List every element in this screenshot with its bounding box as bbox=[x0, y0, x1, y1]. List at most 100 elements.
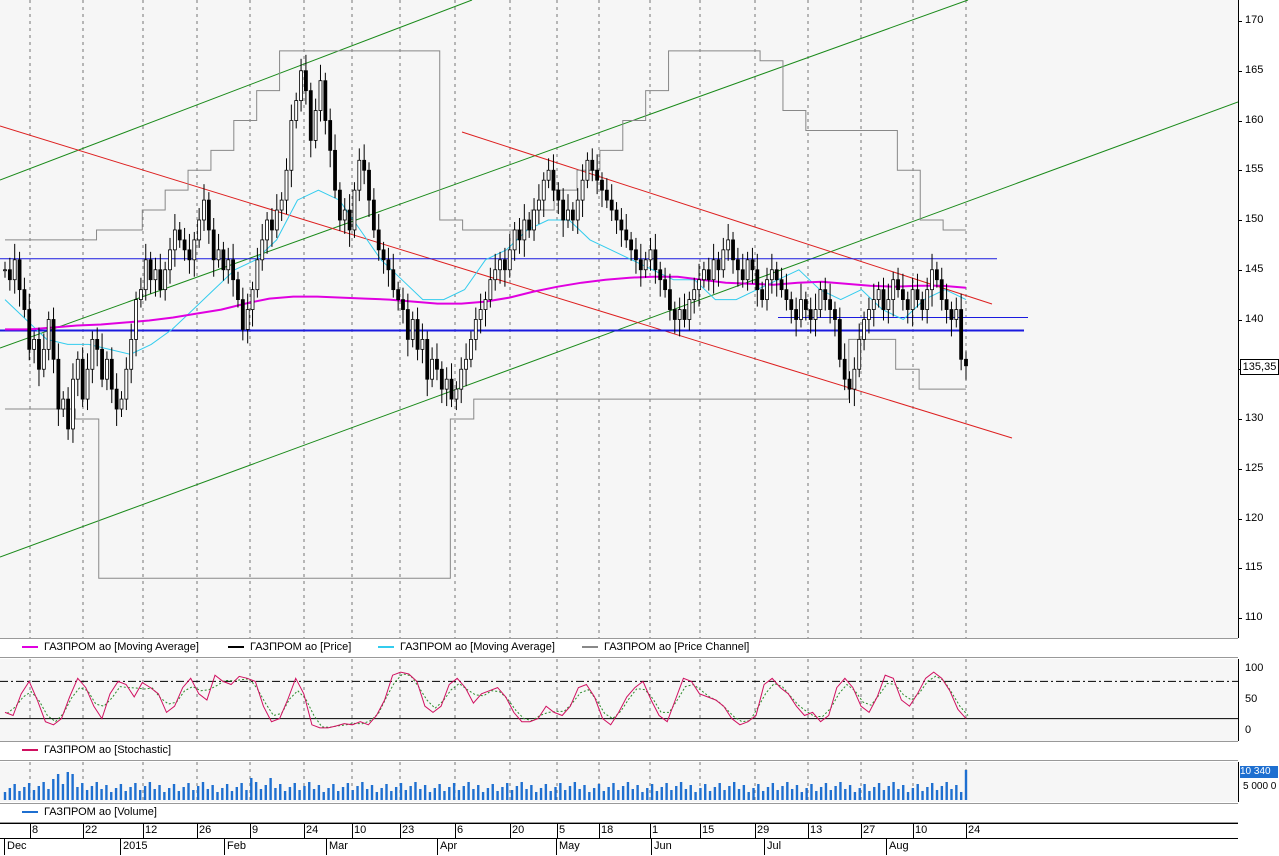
candlestick bbox=[148, 251, 153, 294]
volume-bar bbox=[921, 791, 924, 800]
volume-chart-svg[interactable] bbox=[0, 762, 1238, 802]
candlestick bbox=[663, 267, 667, 298]
candle-body bbox=[425, 338, 430, 380]
x-day-label: 29 bbox=[757, 824, 770, 836]
legend-ma-fast-label: ГАЗПРОМ ао [Moving Average] bbox=[400, 641, 555, 653]
candle-body bbox=[901, 289, 905, 300]
candlestick bbox=[7, 257, 12, 291]
candle-body bbox=[32, 338, 37, 350]
volume-bar bbox=[81, 783, 84, 800]
candlestick bbox=[90, 331, 95, 384]
volume-bar bbox=[713, 787, 717, 800]
x-day-label: 20 bbox=[512, 824, 525, 836]
candlestick bbox=[716, 251, 721, 287]
candlestick bbox=[750, 247, 755, 284]
x-day-label: 26 bbox=[199, 824, 212, 836]
candlestick bbox=[27, 293, 32, 361]
volume-bar bbox=[940, 786, 944, 800]
candle-body bbox=[27, 309, 32, 350]
volume-bar bbox=[815, 791, 818, 800]
price-chart-svg[interactable] bbox=[0, 0, 1238, 638]
volume-bar bbox=[829, 790, 832, 800]
candlestick bbox=[721, 237, 726, 278]
x-month-label: Mar bbox=[329, 840, 348, 852]
candlestick bbox=[575, 188, 580, 234]
candle-body bbox=[134, 299, 138, 340]
volume-bar bbox=[800, 792, 804, 800]
volume-bar bbox=[245, 790, 248, 800]
volume-bar bbox=[37, 786, 41, 800]
volume-bar bbox=[177, 791, 181, 800]
candlestick bbox=[818, 281, 823, 318]
stochastic-chart-svg[interactable] bbox=[0, 659, 1238, 741]
candlestick bbox=[56, 343, 61, 426]
x-day-label: 12 bbox=[145, 824, 158, 836]
volume-bar bbox=[481, 792, 485, 800]
candle-body bbox=[517, 229, 522, 241]
volume-bar bbox=[139, 790, 142, 800]
volume-bar bbox=[539, 788, 543, 800]
candlestick bbox=[260, 223, 265, 271]
candlestick bbox=[182, 227, 187, 261]
candle-body bbox=[294, 100, 299, 121]
candle-body bbox=[789, 299, 794, 310]
candle-body bbox=[498, 259, 502, 271]
legend-volume: ГАЗПРОМ ао [Volume] bbox=[22, 806, 157, 818]
volume-bar bbox=[158, 785, 161, 800]
x-day-label: 24 bbox=[306, 824, 319, 836]
candle-body bbox=[371, 199, 376, 231]
y-tick-mark bbox=[1238, 269, 1242, 271]
volume-bar bbox=[486, 788, 490, 800]
candle-body bbox=[61, 398, 66, 410]
candlestick bbox=[46, 311, 51, 361]
candle-body bbox=[954, 309, 959, 320]
price-panel[interactable] bbox=[0, 0, 1238, 638]
candle-body bbox=[187, 249, 192, 261]
candlestick bbox=[604, 178, 609, 209]
candlestick bbox=[745, 251, 750, 291]
x-day-label: 23 bbox=[402, 824, 415, 836]
candlestick bbox=[124, 357, 129, 411]
x-tick-mark bbox=[861, 823, 862, 838]
candle-body bbox=[114, 388, 119, 410]
volume-bar bbox=[341, 787, 345, 800]
volume-bar bbox=[361, 782, 364, 800]
x-day-label: 13 bbox=[810, 824, 823, 836]
candle-body bbox=[95, 338, 100, 350]
candle-body bbox=[595, 169, 600, 181]
candle-body bbox=[585, 159, 590, 181]
candlestick bbox=[396, 281, 401, 311]
x-month-tick bbox=[437, 838, 438, 855]
volume-bar bbox=[380, 788, 383, 800]
x-day-label: 10 bbox=[354, 824, 367, 836]
candlestick bbox=[784, 273, 789, 311]
candlestick bbox=[556, 182, 561, 215]
x-day-label: 6 bbox=[457, 824, 464, 836]
volume-bar bbox=[892, 782, 895, 800]
candle-body bbox=[100, 348, 104, 380]
volume-bar bbox=[85, 790, 89, 800]
volume-bar bbox=[515, 786, 519, 800]
candlestick bbox=[119, 391, 124, 418]
candlestick bbox=[672, 301, 677, 334]
candle-body bbox=[37, 338, 41, 370]
candle-body bbox=[949, 309, 954, 320]
candle-body bbox=[318, 80, 323, 111]
candlestick bbox=[765, 267, 769, 311]
x-day-label: 18 bbox=[601, 824, 614, 836]
volume-bar bbox=[839, 782, 842, 800]
x-month-tick bbox=[764, 838, 765, 855]
stochastic-signal-line bbox=[6, 673, 969, 728]
volume-bar bbox=[631, 789, 634, 800]
y-tick-mark bbox=[1238, 568, 1242, 570]
candlestick bbox=[342, 198, 347, 234]
candle-body bbox=[575, 199, 580, 221]
candle-body bbox=[706, 269, 711, 281]
volume-bar bbox=[423, 785, 427, 800]
price-channel-lower bbox=[5, 338, 966, 579]
candle-body bbox=[532, 209, 536, 231]
x-tick-mark bbox=[557, 823, 558, 838]
candle-body bbox=[449, 378, 454, 400]
legend-price: ГАЗПРОМ ао [Price] bbox=[228, 641, 351, 653]
candle-body bbox=[56, 358, 61, 410]
